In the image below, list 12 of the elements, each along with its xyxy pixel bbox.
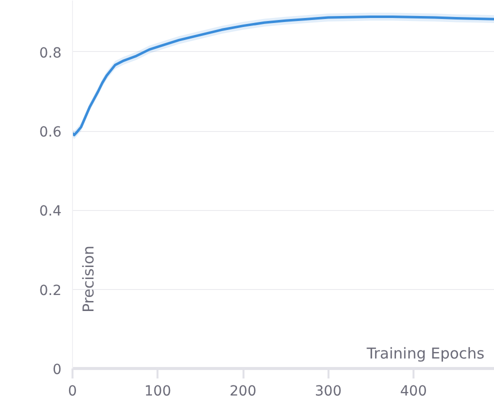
x-tick-label: 400	[400, 384, 427, 400]
x-tick-label: 200	[230, 384, 256, 400]
x-tick-label: 100	[144, 384, 172, 400]
y-axis-title: Precision	[80, 246, 98, 312]
x-axis-title: Training Epochs	[366, 344, 485, 362]
x-tick-label: 0	[68, 384, 77, 400]
y-tick-label: 0.8	[39, 45, 62, 62]
y-tick-label: 0.2	[39, 282, 62, 299]
y-tick-label: 0.4	[39, 204, 62, 220]
x-tick-label: 300	[314, 384, 342, 400]
y-tick-label: 0.6	[39, 124, 62, 141]
y-tick-label: 0	[52, 362, 62, 378]
